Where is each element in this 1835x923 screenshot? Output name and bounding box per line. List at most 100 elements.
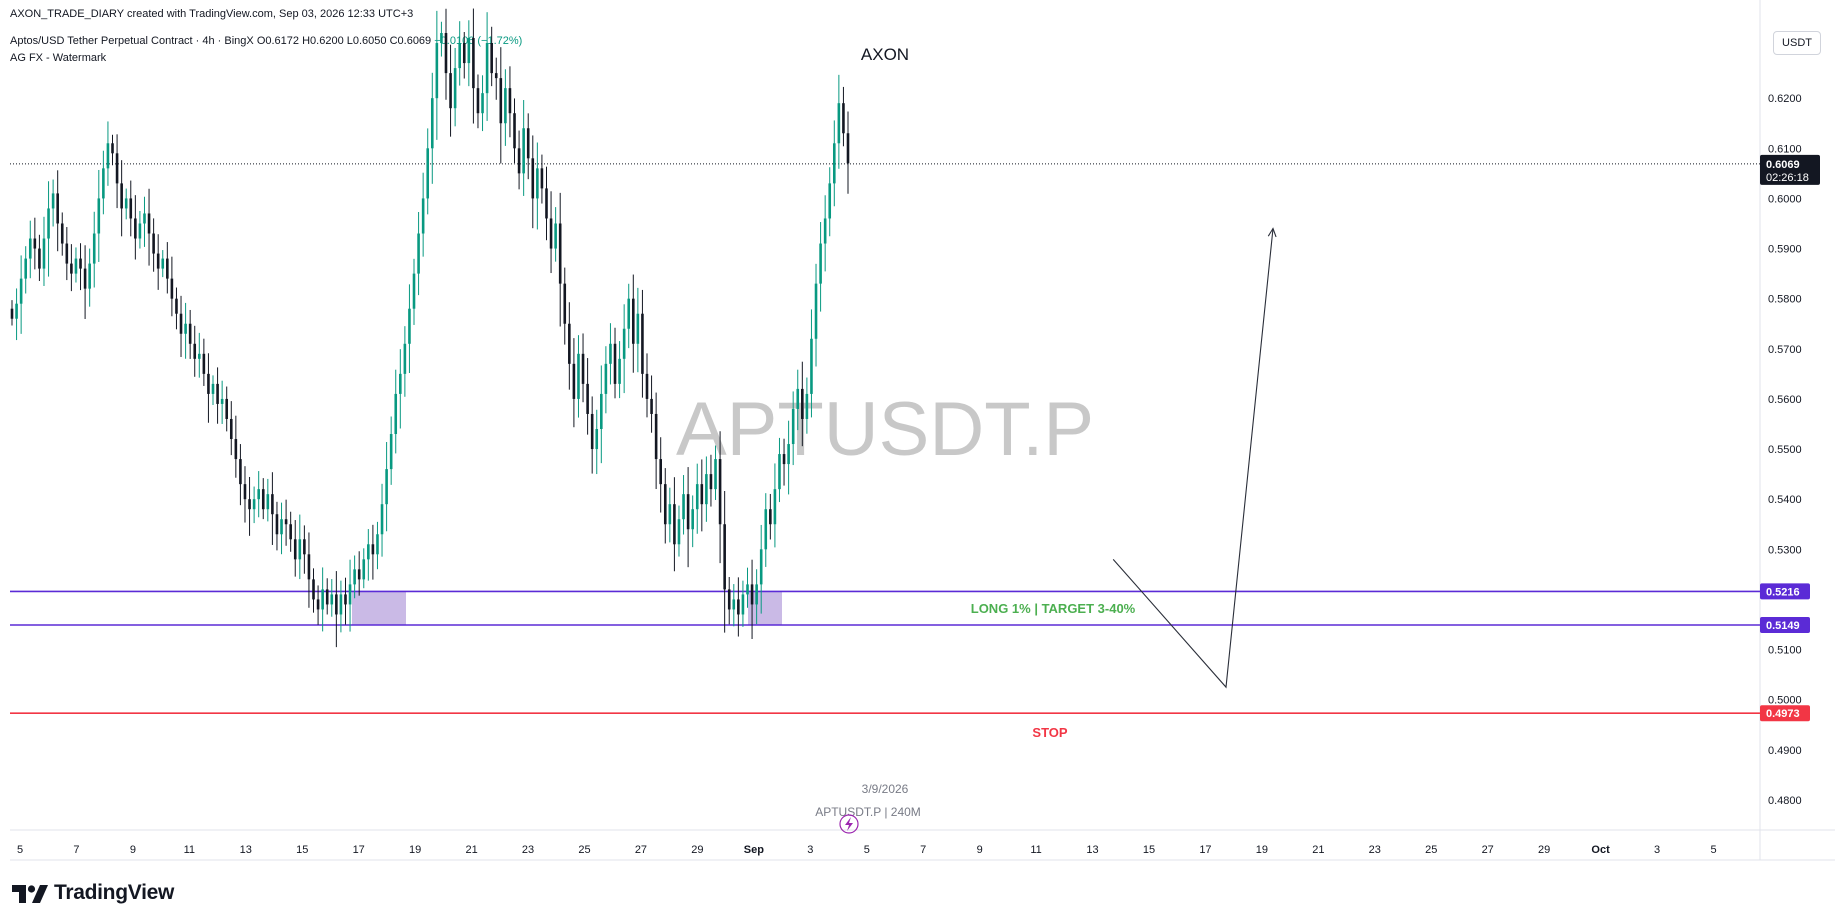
candle xyxy=(732,584,736,627)
candle xyxy=(769,493,772,540)
candle xyxy=(380,483,384,557)
candle xyxy=(832,120,836,207)
candle xyxy=(668,487,672,543)
candle xyxy=(284,499,288,546)
time-tick-label: 13 xyxy=(240,844,252,856)
candle xyxy=(166,242,169,294)
candle xyxy=(563,267,567,345)
price-tick-label: 0.6200 xyxy=(1768,93,1802,105)
watermark-date: 3/9/2026 xyxy=(862,782,909,796)
candle xyxy=(618,341,621,399)
level-tag-entry-bottom xyxy=(1760,616,1810,633)
candle xyxy=(42,216,46,286)
candle xyxy=(412,258,416,325)
candle xyxy=(362,548,366,589)
candle xyxy=(426,128,430,215)
candle xyxy=(47,181,50,277)
candle xyxy=(677,505,681,557)
price-tick-label: 0.6000 xyxy=(1768,193,1802,205)
candle xyxy=(188,309,192,359)
time-tick-label: 3 xyxy=(807,844,813,856)
candle xyxy=(124,188,128,220)
price-chart[interactable]: APTUSDT.P AXON 3/9/2026 APTUSDT.P | 240M… xyxy=(0,0,1835,880)
candle xyxy=(636,287,640,373)
candle xyxy=(778,437,781,503)
candle xyxy=(536,142,539,230)
indicator-label[interactable]: AG FX - Watermark xyxy=(10,52,107,64)
candle xyxy=(727,577,731,625)
candle xyxy=(600,365,603,464)
candle xyxy=(353,555,356,599)
current-price-tag xyxy=(1760,154,1820,185)
candle xyxy=(312,568,315,613)
candle xyxy=(248,476,251,536)
time-tick-label: Sep xyxy=(744,844,764,856)
candle xyxy=(303,525,306,574)
candle xyxy=(558,192,562,327)
candle xyxy=(234,415,238,478)
candle xyxy=(65,227,69,281)
price-tick-label: 0.6100 xyxy=(1768,143,1802,155)
candle xyxy=(207,353,210,423)
candle xyxy=(791,391,795,466)
candle xyxy=(504,69,507,146)
candle xyxy=(179,295,183,357)
time-tick-label: 27 xyxy=(635,844,647,856)
level-tag-stop xyxy=(1760,705,1810,722)
candle xyxy=(485,12,489,121)
price-axis[interactable]: 0.4800 0.4900 0.5000 0.5100 0.5300 0.5400 0.55… xyxy=(1768,93,1802,807)
candle xyxy=(261,478,265,520)
candle xyxy=(330,579,334,617)
ohlc-open: O0.6172 xyxy=(256,35,300,47)
candle xyxy=(239,444,242,506)
time-axis[interactable]: 5 7 9 11 13 15 17 19 21 23 25 27 29 Sep 3 5 7 9 11 13 15 17 19… xyxy=(17,844,1717,856)
candle xyxy=(170,256,174,317)
time-tick-label: 19 xyxy=(409,844,421,856)
tradingview-logo[interactable]: TradingView xyxy=(12,881,174,904)
candle xyxy=(202,338,206,386)
candle xyxy=(837,74,841,169)
level-tag-label: 0.5149 xyxy=(1766,620,1800,632)
candle xyxy=(723,490,726,633)
candle xyxy=(403,326,407,397)
candle xyxy=(289,511,292,552)
candle xyxy=(673,477,676,572)
price-tick-label: 0.5100 xyxy=(1768,645,1802,657)
candle xyxy=(481,75,484,132)
price-tick-label: 0.4800 xyxy=(1768,795,1802,807)
candle xyxy=(15,288,18,341)
candle xyxy=(663,468,667,544)
candle xyxy=(156,234,160,290)
candle xyxy=(750,559,754,640)
time-tick-label: 5 xyxy=(864,844,870,856)
price-tick-label: 0.5900 xyxy=(1768,244,1802,256)
candle xyxy=(321,567,324,632)
level-tag-entry-top xyxy=(1760,583,1810,600)
symbol-title[interactable]: Aptos/USD Tether Perpetual Contract · 4h… xyxy=(10,35,254,47)
candle xyxy=(586,358,589,435)
candle xyxy=(627,283,631,349)
candle xyxy=(590,396,594,474)
candle xyxy=(764,493,768,567)
entry-zones xyxy=(352,591,782,625)
candle xyxy=(609,323,612,385)
time-tick-label: 11 xyxy=(1030,844,1041,856)
candle xyxy=(198,332,201,378)
candle xyxy=(595,409,599,475)
time-tick-label: 29 xyxy=(691,844,703,856)
currency-button[interactable]: USDT xyxy=(1773,31,1821,55)
candle xyxy=(430,72,434,184)
time-tick-label: 13 xyxy=(1086,844,1098,856)
projected-path[interactable] xyxy=(1112,227,1277,689)
candle xyxy=(19,255,23,334)
time-tick-label: 21 xyxy=(465,844,477,856)
candle xyxy=(458,21,461,86)
candle xyxy=(645,353,649,418)
candle xyxy=(572,338,576,428)
candle xyxy=(316,585,320,625)
candle xyxy=(83,245,87,319)
time-tick-label: 29 xyxy=(1538,844,1550,856)
candle xyxy=(604,346,608,414)
time-tick-label: 7 xyxy=(920,844,926,856)
projection-polyline[interactable] xyxy=(1112,228,1274,689)
